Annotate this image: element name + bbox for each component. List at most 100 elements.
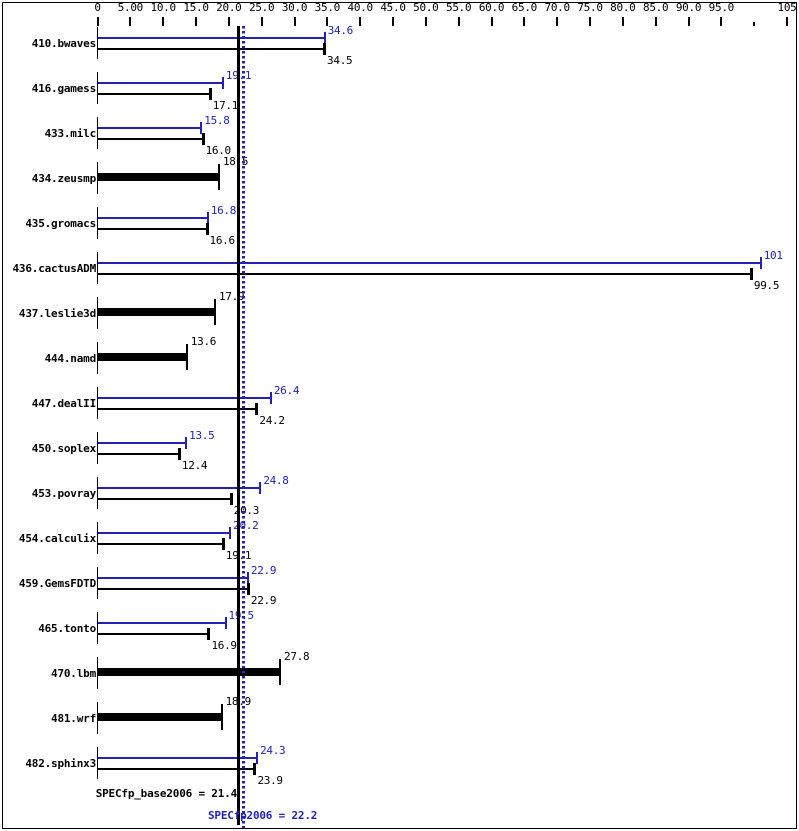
x-axis-tick-mark: [359, 17, 362, 26]
bar-base-cap: [205, 223, 209, 235]
bar-base-value: 24.2: [259, 414, 285, 427]
bar-combined-cap: [217, 164, 220, 190]
bar-peak-cap: [759, 257, 762, 269]
bar-peak: [98, 82, 223, 84]
benchmark-row: 447.dealII 26.4 24.2: [0, 384, 799, 429]
bar-base-value: 16.6: [209, 234, 236, 247]
bar-peak-value: 19.5: [228, 609, 255, 622]
row-origin-tick: [97, 747, 98, 779]
benchmark-row: 416.gamess19.117.1: [0, 69, 799, 114]
x-axis-tick-label: 60.0: [478, 1, 505, 14]
bar-base: [98, 498, 231, 500]
benchmark-label: 450.soplex: [31, 442, 96, 455]
benchmark-row: 481.wrf18.9: [0, 695, 799, 744]
bar-base-value: 16.9: [211, 639, 237, 652]
bar-base-value: 99.5: [753, 279, 780, 292]
bar-base: [98, 453, 179, 455]
x-axis-tick-label: 90.0: [675, 1, 702, 14]
bar-base-cap: [253, 763, 257, 775]
x-axis-tick-mark: [260, 17, 263, 26]
x-axis-tick-label: 75.0: [577, 1, 603, 14]
x-axis-tick-label: 10.0: [150, 1, 177, 14]
bar-peak-cap: [229, 527, 232, 539]
benchmark-row: 436.cactusADM 101 99.5: [0, 249, 799, 294]
benchmark-row: 410.bwaves 34.6 34.5: [0, 24, 799, 69]
bar-combined-cap: [220, 704, 223, 730]
benchmark-label: 454.calculix: [18, 532, 96, 545]
bar-peak-cap: [200, 122, 203, 134]
x-axis-tick-label: 105: [777, 1, 797, 14]
bar-peak-cap: [259, 482, 262, 494]
bar-base-cap: [246, 583, 250, 595]
bar-base-value: 23.9: [257, 774, 283, 787]
x-axis-tick-mark: [621, 17, 624, 26]
x-axis-tick-label: 55.0: [446, 1, 472, 14]
x-axis-tick-label: 5.00: [117, 1, 144, 14]
row-origin-tick: [97, 387, 98, 419]
x-axis-tick-mark: [720, 17, 723, 26]
row-origin-tick: [97, 522, 98, 554]
bar-base: [98, 273, 751, 275]
x-axis-tick-label: 65.0: [511, 1, 538, 14]
bar-base-cap: [221, 538, 225, 550]
bar-combined-cap: [185, 344, 188, 370]
bar-peak: [98, 397, 271, 399]
bar-peak: [98, 757, 258, 759]
x-axis-tick-mark: [162, 17, 165, 26]
x-axis-tick-label: 35.0: [314, 1, 341, 14]
benchmark-row: 437.leslie3d 17.9: [0, 290, 799, 339]
benchmark-label: 437.leslie3d: [18, 307, 96, 320]
benchmark-label: 481.wrf: [51, 712, 96, 725]
bar-peak-cap: [221, 77, 224, 89]
bar-peak: [98, 577, 248, 579]
x-axis-tick-label: 25.0: [249, 1, 275, 14]
row-origin-tick: [97, 567, 98, 599]
bar-base: [98, 138, 203, 140]
benchmark-label: 482.sphinx3: [25, 757, 96, 770]
x-axis-tick-mark: [753, 22, 756, 26]
bar-base-cap: [208, 88, 212, 100]
row-origin-tick: [97, 117, 98, 149]
bar-base: [98, 408, 257, 410]
x-axis-tick-mark: [556, 17, 559, 26]
bar-combined: [98, 353, 187, 361]
bar-base-cap: [207, 628, 211, 640]
x-axis-tick-mark: [457, 17, 460, 26]
reference-line-base: [237, 26, 241, 825]
row-origin-tick: [97, 72, 98, 104]
bar-peak-cap: [206, 212, 209, 224]
bar-base-value: 17.1: [212, 99, 239, 112]
row-origin-tick: [97, 252, 98, 284]
bar-base-cap: [749, 268, 753, 280]
x-axis-tick-mark: [424, 17, 427, 26]
bar-peak: [98, 217, 208, 219]
bar-peak: [98, 37, 325, 39]
bar-peak: [98, 622, 226, 624]
bar-peak-cap: [323, 32, 326, 44]
bar-base-cap: [177, 448, 181, 460]
x-axis-tick-mark: [293, 17, 296, 26]
bar-peak-value: 101: [763, 249, 783, 262]
x-axis-tick-mark: [129, 17, 132, 26]
bar-peak-value: 24.3: [260, 744, 286, 757]
bar-base: [98, 543, 223, 545]
bar-base: [98, 48, 325, 50]
bar-combined-value: 27.8: [284, 650, 310, 663]
row-origin-tick: [97, 297, 98, 329]
bar-peak-cap: [256, 752, 259, 764]
x-axis: 0 5.00 10.0 15.0 20.0 25.0 30.0 35.0 40.0 45.0 50.…: [0, 0, 799, 34]
bar-peak-value: 34.6: [327, 24, 354, 37]
bar-peak: [98, 442, 187, 444]
x-axis-tick-mark: [523, 17, 526, 26]
benchmark-row: 459.GemsFDTD 22.9 22.9: [0, 564, 799, 609]
bar-base-cap: [255, 403, 259, 415]
benchmark-row: 433.milc 15.8 16.0: [0, 114, 799, 159]
x-axis-tick-label: 70.0: [544, 1, 571, 14]
benchmark-label: 470.lbm: [51, 667, 96, 680]
bar-base: [98, 768, 255, 770]
benchmark-label: 444.namd: [44, 352, 97, 365]
bar-combined-cap: [214, 299, 217, 325]
x-axis-tick-mark: [654, 17, 657, 26]
bar-peak: [98, 487, 261, 489]
